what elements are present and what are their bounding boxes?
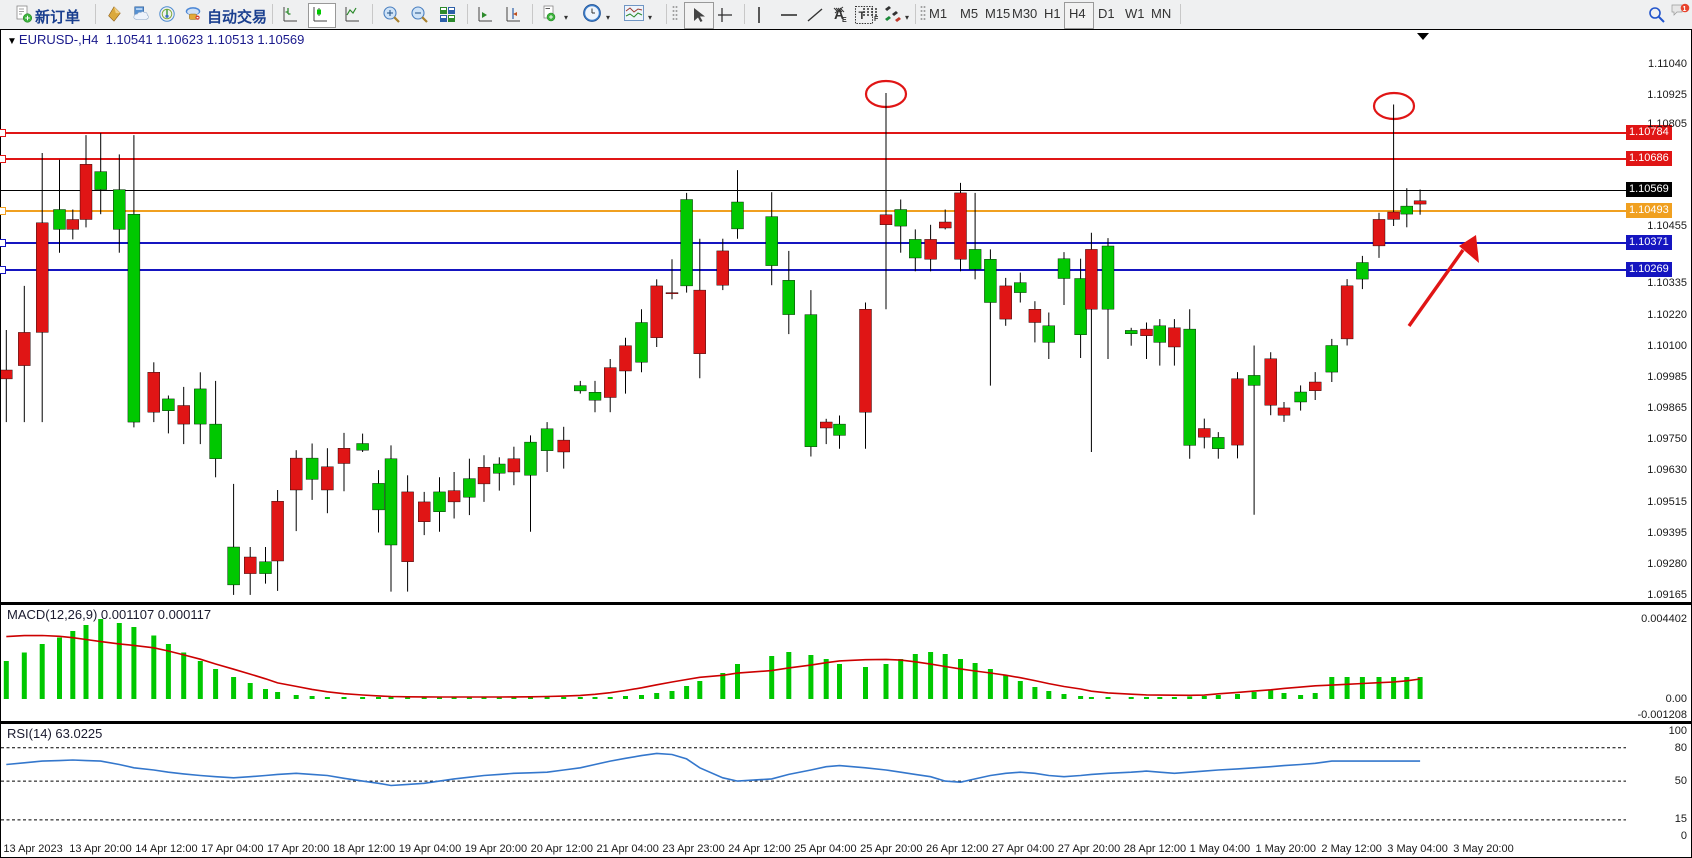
svg-text:1: 1 xyxy=(1683,6,1687,13)
svg-text:T: T xyxy=(859,10,866,22)
svg-text:F: F xyxy=(874,16,879,21)
